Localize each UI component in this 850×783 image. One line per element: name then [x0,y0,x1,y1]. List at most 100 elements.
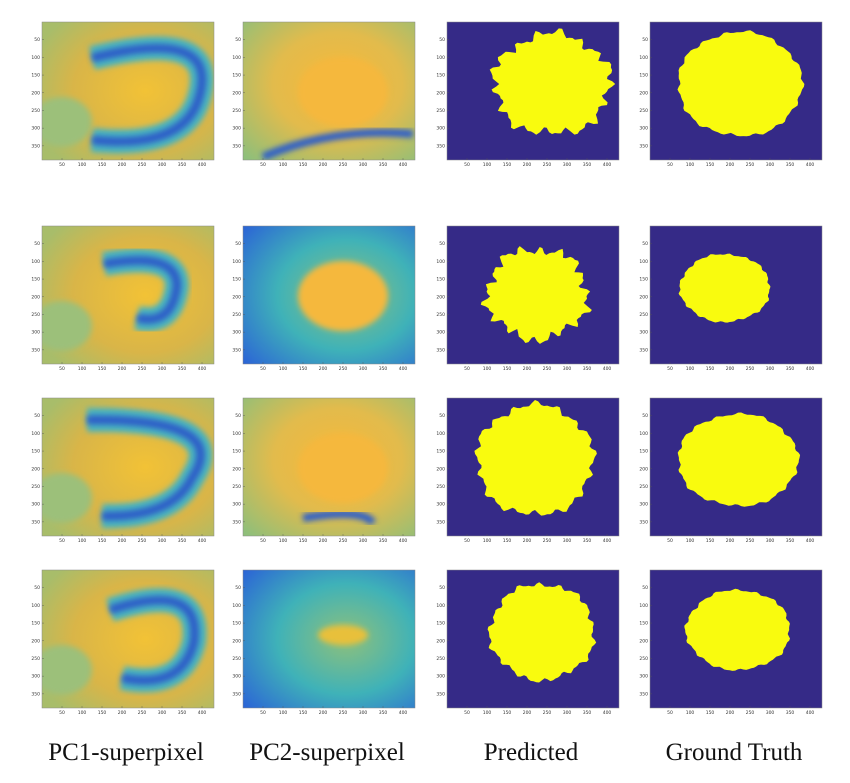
x-tick-label: 250 [746,538,755,544]
x-tick-label: 350 [786,162,795,168]
panel-frame [649,397,823,537]
x-tick-label: 350 [583,162,592,168]
heatmap-hot [318,625,368,645]
x-tick-label: 200 [726,538,735,544]
x-tick-label: 100 [686,366,695,372]
y-tick-label: 50 [235,413,241,419]
y-tick-label: 100 [436,259,445,265]
y-tick-label: 350 [232,143,241,149]
x-tick-label: 100 [279,366,288,372]
x-tick-label: 250 [543,162,552,168]
x-tick-label: 250 [746,162,755,168]
panel-image [447,398,619,536]
y-tick-label: 350 [436,143,445,149]
x-tick-label: 150 [98,366,107,372]
y-tick-label: 100 [31,603,40,609]
x-tick-label: 50 [464,710,470,716]
y-tick-label: 300 [639,502,648,508]
y-tick-label: 250 [639,656,648,662]
x-tick-label: 400 [603,366,612,372]
y-tick-label: 100 [639,259,648,265]
y-tick-label: 50 [642,37,648,43]
y-tick-label: 250 [232,484,241,490]
heatmap-streak [302,510,377,526]
mask-region [677,30,805,137]
y-tick-label: 50 [34,413,40,419]
x-tick-label: 100 [483,538,492,544]
y-tick-label: 350 [232,347,241,353]
y-tick-label: 250 [232,108,241,114]
y-tick-label: 250 [232,312,241,318]
y-tick-label: 250 [436,108,445,114]
y-tick-label: 200 [31,466,40,472]
x-tick-label: 150 [706,162,715,168]
panel: 50 100 150 200 250 300 350 400 50 100 150 200 250 300… [436,397,620,544]
y-tick-label: 250 [31,656,40,662]
y-tick-label: 350 [232,519,241,525]
y-tick-label: 100 [232,259,241,265]
column-label: PC1-superpixel [48,739,204,766]
x-tick-label: 200 [319,162,328,168]
x-tick-label: 300 [359,366,368,372]
y-tick-label: 50 [235,241,241,247]
panel: 50 100 150 200 250 300 350 400 50 100 150 200 250 300… [232,569,416,716]
y-tick-label: 350 [436,519,445,525]
x-tick-label: 300 [158,162,167,168]
y-tick-label: 100 [232,431,241,437]
panel-image [42,398,214,536]
x-tick-label: 50 [667,162,673,168]
y-tick-label: 350 [436,347,445,353]
panel-frame [41,225,215,365]
y-tick-label: 300 [639,330,648,336]
y-tick-label: 250 [436,312,445,318]
heatmap-patch [42,301,92,351]
y-tick-label: 50 [439,241,445,247]
y-tick-label: 100 [639,603,648,609]
y-tick-label: 150 [639,449,648,455]
x-tick-label: 100 [686,538,695,544]
heatmap-arc [90,43,207,146]
panel: 50 100 150 200 250 300 350 400 50 100 150 200 250 300… [31,225,215,372]
x-tick-label: 200 [319,538,328,544]
x-tick-label: 400 [806,366,815,372]
x-tick-label: 100 [483,366,492,372]
x-tick-label: 400 [806,710,815,716]
panel-frame [446,397,620,537]
y-tick-label: 50 [439,37,445,43]
x-tick-label: 150 [503,710,512,716]
x-tick-label: 400 [399,366,408,372]
y-tick-label: 200 [31,90,40,96]
y-tick-label: 200 [436,466,445,472]
panel: 50 100 150 200 250 300 350 400 50 100 150 200 250 300… [639,21,823,168]
x-tick-label: 400 [198,162,207,168]
x-tick-label: 200 [319,710,328,716]
x-tick-label: 250 [746,366,755,372]
x-tick-label: 150 [299,162,308,168]
x-tick-label: 350 [583,538,592,544]
panel-frame [446,225,620,365]
y-tick-label: 250 [639,108,648,114]
mask-region [684,588,790,671]
y-tick-label: 150 [639,621,648,627]
mask-region [677,412,801,507]
y-tick-label: 300 [639,674,648,680]
y-tick-label: 150 [31,277,40,283]
x-tick-label: 300 [563,710,572,716]
heatmap-arc [103,256,182,324]
x-tick-label: 300 [766,710,775,716]
y-tick-label: 250 [31,484,40,490]
mask-region [678,253,771,323]
x-tick-label: 250 [543,710,552,716]
panel-frame [649,21,823,161]
x-tick-label: 350 [178,162,187,168]
y-tick-label: 150 [436,277,445,283]
heatmap-arc [86,415,206,521]
x-tick-label: 350 [583,710,592,716]
x-tick-label: 400 [806,162,815,168]
y-tick-label: 250 [639,484,648,490]
y-tick-label: 200 [436,90,445,96]
y-tick-label: 350 [31,143,40,149]
x-tick-label: 50 [260,538,266,544]
x-tick-label: 250 [339,538,348,544]
